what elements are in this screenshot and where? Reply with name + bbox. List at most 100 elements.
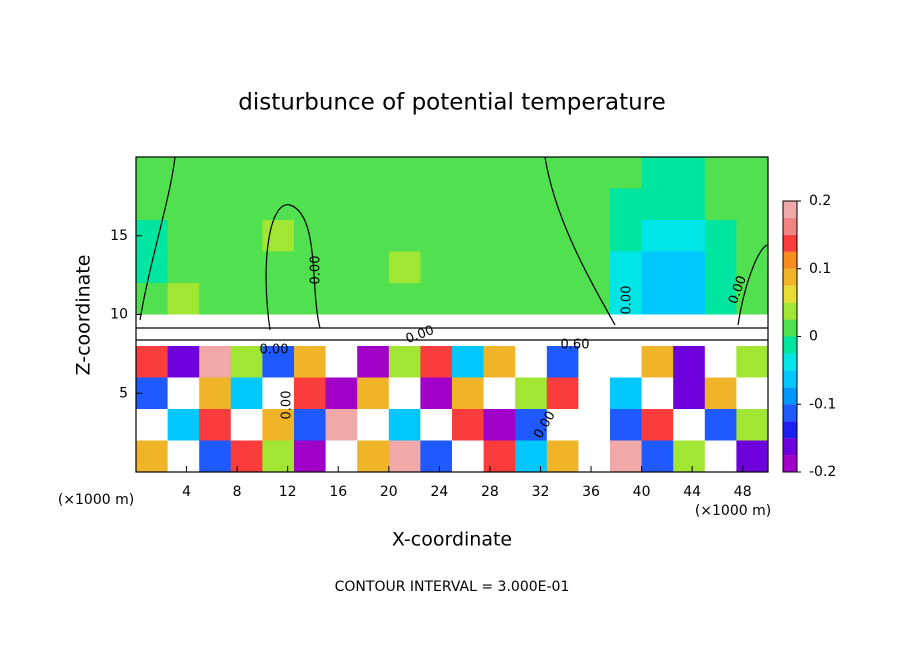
field-cell — [546, 251, 579, 284]
colorbar-tick-label: 0.2 — [809, 193, 831, 209]
field-cell — [736, 157, 769, 189]
field-cell — [736, 314, 769, 347]
field-cell — [357, 314, 390, 347]
field-cell — [262, 409, 295, 441]
field-cell — [357, 220, 390, 252]
field-cell — [199, 220, 232, 252]
contour-label: 0.00 — [620, 286, 635, 315]
field-cell — [578, 377, 611, 410]
x-tick-label: 48 — [734, 484, 752, 500]
field-cell — [167, 283, 200, 315]
field-cell — [420, 377, 453, 410]
colorbar-band — [783, 455, 797, 472]
field-cell — [325, 188, 358, 221]
colorbar-tick-label: -0.1 — [809, 396, 836, 412]
field-cell — [357, 377, 390, 410]
field-cell — [736, 220, 769, 252]
field-cell — [641, 157, 674, 189]
field-cell — [483, 377, 516, 410]
x-tick-label: 24 — [430, 484, 448, 500]
field-cell — [199, 409, 232, 441]
x-tick-label: 36 — [582, 484, 600, 500]
field-cell — [262, 440, 295, 473]
colorbar-band — [783, 421, 797, 439]
field-cell — [294, 409, 327, 441]
field-cell — [199, 314, 232, 347]
field-cell — [736, 409, 769, 441]
colorbar-band — [783, 387, 797, 405]
field-cell — [641, 251, 674, 284]
contour-line — [265, 204, 321, 331]
field-cell — [357, 188, 390, 221]
chart-title: disturbunce of potential temperature — [238, 90, 666, 116]
field-cell — [357, 409, 390, 441]
contour-label: 0.00 — [260, 343, 289, 358]
colorbar-tick-label: 0.1 — [809, 261, 831, 277]
field-cell — [578, 251, 611, 284]
x-tick-label: 12 — [279, 484, 297, 500]
field-cell — [294, 440, 327, 473]
field-cell — [515, 157, 548, 189]
field-cell — [546, 188, 579, 221]
field-cell — [483, 409, 516, 441]
field-cell — [578, 157, 611, 189]
field-cell — [420, 251, 453, 284]
y-axis-label: Z-coordinate — [73, 255, 95, 376]
field-cell — [262, 251, 295, 284]
field-cell — [578, 346, 611, 378]
field-cell — [199, 283, 232, 315]
field-cell — [610, 440, 643, 473]
field-cell — [294, 157, 327, 189]
field-cell — [420, 283, 453, 315]
field-cell — [483, 157, 516, 189]
colorbar-band — [783, 251, 797, 269]
field-cell — [736, 188, 769, 221]
x-tick-label: 8 — [233, 484, 242, 500]
field-cell — [673, 251, 706, 284]
field-cell — [546, 440, 579, 473]
field-cell — [136, 346, 169, 378]
x-tick-label: 20 — [380, 484, 398, 500]
field-cell — [515, 283, 548, 315]
field-cell — [641, 346, 674, 378]
field-cell — [388, 409, 421, 441]
field-cell — [388, 283, 421, 315]
field-cell — [704, 188, 737, 221]
field-cell — [515, 409, 548, 441]
field-cell — [325, 409, 358, 441]
field-cell — [704, 377, 737, 410]
field-cell — [452, 220, 485, 252]
field-cell — [136, 157, 169, 189]
field-cell — [578, 409, 611, 441]
field-cell — [641, 314, 674, 347]
field-cell — [673, 188, 706, 221]
field-cell — [704, 251, 737, 284]
field-cell — [610, 220, 643, 252]
colorbar-band — [783, 302, 797, 320]
field-cell — [452, 157, 485, 189]
field-cell — [546, 314, 579, 347]
field-cell — [483, 440, 516, 473]
field-cell — [452, 283, 485, 315]
field-cell — [483, 314, 516, 347]
field-cell — [673, 283, 706, 315]
field-cell — [420, 157, 453, 189]
field-cell — [230, 377, 263, 410]
x-axis-label: X-coordinate — [392, 529, 512, 551]
unit-label: (×1000 m) — [695, 503, 771, 519]
colorbar-band — [783, 438, 797, 456]
field-cell — [262, 314, 295, 347]
field-cell — [515, 188, 548, 221]
field-cell — [136, 409, 169, 441]
field-cell — [167, 377, 200, 410]
field-cell — [357, 157, 390, 189]
field-cell — [483, 188, 516, 221]
field-cell — [610, 346, 643, 378]
field-cell — [199, 188, 232, 221]
field-cell — [673, 314, 706, 347]
field-cell — [325, 440, 358, 473]
field-cell — [452, 409, 485, 441]
field-cell — [452, 314, 485, 347]
field-cell — [704, 283, 737, 315]
field-cell — [610, 251, 643, 284]
